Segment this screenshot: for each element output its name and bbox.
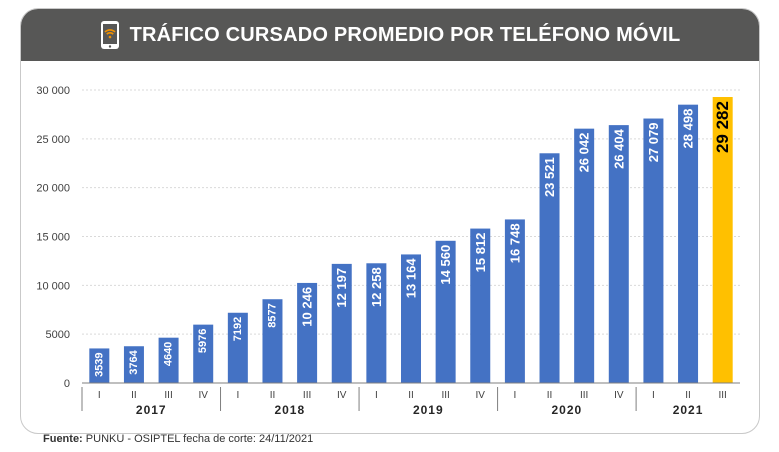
x-tick-label: I (652, 390, 655, 401)
bar-value-label: 3539 (93, 352, 105, 376)
bar-value-label: 14 560 (438, 245, 453, 285)
x-tick-label: II (547, 390, 553, 401)
bar-value-label: 7192 (232, 317, 244, 341)
year-label: 2021 (673, 403, 704, 417)
x-tick-label: IV (614, 390, 624, 401)
source-note: Fuente: PUNKU - OSIPTEL fecha de corte: … (43, 433, 313, 445)
year-label: 2017 (136, 403, 167, 417)
x-tick-label: IV (337, 390, 347, 401)
x-tick-label: I (98, 390, 101, 401)
x-tick-label: I (514, 390, 517, 401)
bar-value-label: 16 748 (507, 223, 522, 263)
bar-value-label: 27 079 (646, 123, 661, 163)
y-tick-label: 15 000 (36, 232, 70, 244)
year-label: 2019 (413, 403, 444, 417)
y-tick-label: 5000 (46, 329, 70, 341)
y-tick-label: 0 (64, 378, 70, 390)
source-label: Fuente: (43, 433, 83, 445)
bar-value-label: 28 498 (681, 109, 696, 149)
year-label: 2020 (551, 403, 582, 417)
bar-value-label: 5976 (197, 329, 209, 353)
y-tick-label: 30 000 (36, 85, 70, 97)
bar-value-label: 8577 (266, 303, 278, 327)
bar-value-label: 12 197 (334, 268, 349, 308)
bar-value-label: 15 812 (473, 233, 488, 273)
bar-value-label: 3764 (128, 349, 140, 374)
bar-value-label: 10 246 (300, 287, 315, 327)
x-tick-label: III (303, 390, 311, 401)
x-tick-label: II (408, 390, 414, 401)
x-tick-label: III (164, 390, 172, 401)
x-tick-label: III (580, 390, 588, 401)
year-label: 2018 (274, 403, 305, 417)
x-tick-label: IV (476, 390, 486, 401)
y-tick-label: 20 000 (36, 183, 70, 195)
bar-value-label: 23 521 (542, 157, 557, 197)
bar-value-label: 4640 (163, 342, 175, 366)
bar-value-label: 26 042 (577, 133, 592, 173)
y-tick-label: 10 000 (36, 280, 70, 292)
x-tick-label: III (719, 390, 727, 401)
x-tick-label: I (236, 390, 239, 401)
source-text: PUNKU - OSIPTEL fecha de corte: 24/11/20… (83, 433, 314, 445)
bar-value-label: 29 282 (713, 101, 732, 153)
x-tick-label: II (131, 390, 137, 401)
bar-value-label: 12 258 (369, 267, 384, 307)
bar-value-label: 26 404 (611, 128, 626, 169)
bar-chart: 0 5000 10 000 15 000 20 000 25 000 30 000 3539 3… (0, 0, 779, 452)
x-tick-label: III (441, 390, 449, 401)
x-tick-label: IV (198, 390, 208, 401)
x-tick-label: II (270, 390, 276, 401)
y-tick-label: 25 000 (36, 134, 70, 146)
x-tick-label: I (375, 390, 378, 401)
x-tick-label: II (685, 390, 691, 401)
bar-value-label: 13 164 (404, 258, 419, 299)
